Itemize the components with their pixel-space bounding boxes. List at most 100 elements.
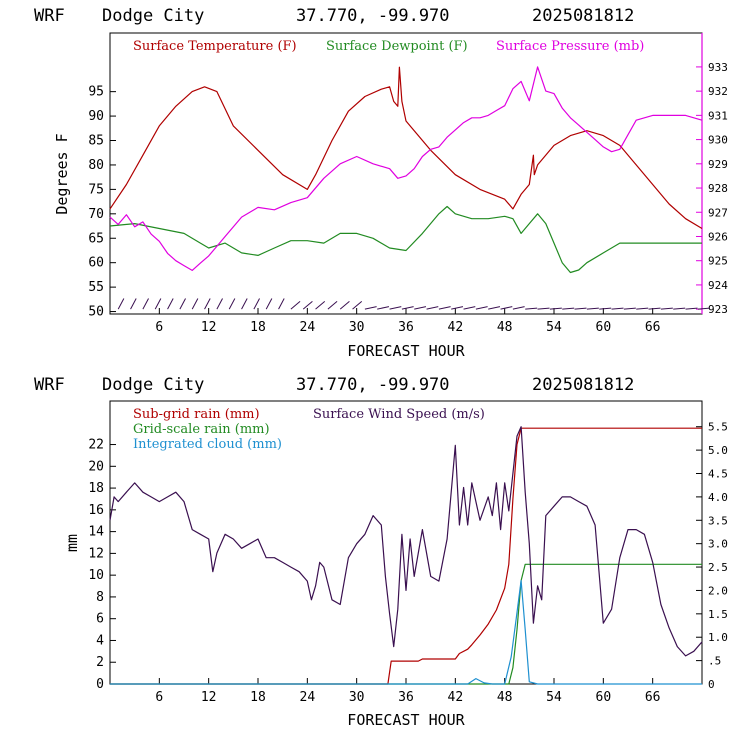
x-tick-label: 42: [448, 320, 464, 335]
surface-wind-speed-line: [109, 426, 703, 657]
x-tick-label: 36: [398, 320, 414, 335]
y-tick-label: 20: [88, 459, 104, 474]
y-tick-label: 70: [88, 207, 104, 222]
y2-tick-label: 1.5: [708, 608, 728, 621]
y2-tick-label: 3.5: [708, 514, 728, 527]
wind-barb: [191, 298, 199, 310]
y2-tick-label: 4.0: [708, 491, 728, 504]
panel2-coords: 37.770, -99.970: [296, 375, 450, 395]
surface-pressure-line: [109, 66, 703, 271]
wind-barb: [154, 298, 162, 310]
panel1-legend-pressure: Surface Pressure (mb): [496, 39, 644, 54]
y-tick-label: 12: [88, 546, 104, 561]
x-tick-label: 30: [349, 690, 365, 705]
wind-barb: [673, 307, 686, 310]
x-tick-label: 66: [645, 320, 661, 335]
wind-barb: [475, 306, 488, 310]
x-tick-label: 12: [201, 690, 217, 705]
y-tick-label: 0: [96, 677, 104, 692]
wind-barb: [414, 306, 427, 310]
y-tick-label: 16: [88, 503, 104, 518]
wind-barb: [648, 307, 661, 310]
wind-barb: [352, 301, 363, 310]
y2-tick-label: 2.0: [708, 584, 728, 597]
wind-barb: [179, 298, 186, 310]
x-tick-label: 54: [546, 690, 562, 705]
wind-barb: [142, 298, 149, 310]
wind-barb: [167, 298, 174, 310]
panel1-legend-dewpoint: Surface Dewpoint (F): [326, 39, 468, 54]
panel1-init-time: 2025081812: [532, 6, 634, 26]
x-tick-label: 24: [300, 320, 316, 335]
y-tick-label: 2: [96, 655, 104, 670]
y2-tick-label: 3.0: [708, 538, 728, 551]
wind-barb: [697, 307, 710, 310]
y-tick-label: 95: [88, 85, 104, 100]
y2-tick-label: 5.5: [708, 421, 728, 434]
y2-tick-label: 930: [708, 134, 728, 147]
x-tick-label: 12: [201, 320, 217, 335]
wind-barb: [500, 306, 513, 310]
panel2-axes: 6 12 18 24 30 36 42 48 54 60 660246810121416182022…: [88, 421, 728, 705]
y-tick-label: 90: [88, 109, 104, 124]
wind-barb: [611, 307, 624, 310]
wind-barb: [549, 307, 562, 310]
wind-barb: [660, 307, 673, 310]
panel2-station: Dodge City: [102, 375, 204, 395]
wind-barb: [463, 306, 476, 310]
panel2-header: WRF Dodge City 37.770, -99.970 202508181…: [34, 375, 634, 395]
panel2-y-axis-title: mm: [63, 534, 81, 552]
wind-barb: [586, 307, 599, 310]
y2-tick-label: 927: [708, 206, 728, 219]
wind-barb: [512, 306, 525, 310]
panel1-axes: 6 12 18 24 30 36 42 48 54 60 66 50 55 60 65 70 75 80 85 90 9…: [88, 33, 728, 335]
y-tick-label: 10: [88, 568, 104, 583]
x-tick-label: 42: [448, 690, 464, 705]
x-tick-label: 60: [596, 320, 612, 335]
panel2-legend: Sub-grid rain (mm) Surface Wind Speed (m…: [133, 407, 485, 452]
wind-barb: [290, 301, 301, 310]
panel1-y-axis-title: Degrees F: [53, 133, 71, 214]
wind-barbs: [117, 298, 710, 310]
wind-barb: [130, 298, 137, 310]
wind-barb: [228, 298, 236, 310]
wind-barb: [265, 298, 273, 310]
y2-tick-label: 929: [708, 158, 728, 171]
x-tick-label: 24: [300, 690, 316, 705]
panel1-legend: Surface Temperature (F) Surface Dewpoint…: [133, 39, 644, 54]
wind-barb: [241, 298, 248, 310]
wind-barb: [623, 307, 636, 310]
panel1-coords: 37.770, -99.970: [296, 6, 450, 26]
wind-barb: [278, 298, 285, 310]
y-tick-label: 18: [88, 481, 104, 496]
y2-tick-label: 2.5: [708, 561, 728, 574]
y-tick-label: 6: [96, 612, 104, 627]
panel2-legend-integrated-cloud: Integrated cloud (mm): [133, 437, 282, 452]
y2-tick-label: 925: [708, 255, 728, 268]
panel2-init-time: 2025081812: [532, 375, 634, 395]
y2-tick-label: 931: [708, 109, 728, 122]
wind-barb: [204, 298, 211, 310]
wind-barb: [327, 301, 338, 310]
x-tick-label: 6: [155, 320, 163, 335]
wind-barb: [451, 306, 464, 310]
panel2-model: WRF: [34, 375, 65, 395]
x-tick-label: 18: [250, 320, 266, 335]
panel1-plot-area: [109, 66, 710, 310]
wind-barb: [377, 306, 390, 310]
panel2-legend-subgrid-rain: Sub-grid rain (mm): [133, 407, 260, 422]
y-tick-label: 60: [88, 256, 104, 271]
y-tick-label: 85: [88, 134, 104, 149]
grid-scale-rain-line: [110, 563, 702, 685]
wind-barb: [636, 307, 649, 310]
surface-temperature-line: [109, 66, 703, 230]
panel1-frame: [109, 32, 703, 315]
wind-barb: [315, 301, 326, 310]
panel1-header: WRF Dodge City 37.770, -99.970 202508181…: [34, 6, 634, 26]
wind-barb: [401, 306, 414, 310]
panel1-model: WRF: [34, 6, 65, 26]
y2-tick-label: 923: [708, 303, 728, 316]
y2-tick-label: .5: [708, 655, 721, 668]
y2-tick-label: 928: [708, 182, 728, 195]
